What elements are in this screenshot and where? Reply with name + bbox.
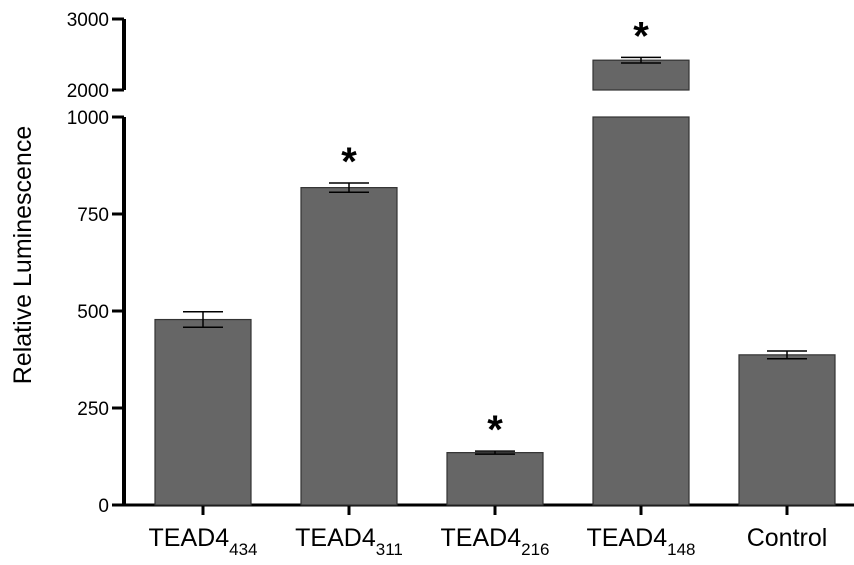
bar-lower-part xyxy=(592,116,690,506)
x-category-label: TEAD4434 xyxy=(149,524,258,559)
y-axis-title: Relative Luminescence xyxy=(9,126,37,384)
y-tick-label: 3000 xyxy=(67,10,109,31)
y-tick-label: 0 xyxy=(98,496,109,517)
y-tick-label: 750 xyxy=(77,205,109,226)
error-bar xyxy=(767,350,807,360)
bar xyxy=(738,354,836,506)
error-bar xyxy=(621,56,661,64)
x-category-label: TEAD4216 xyxy=(441,524,550,559)
y-tick-label: 1000 xyxy=(67,108,109,129)
bar-upper-part xyxy=(592,59,690,91)
y-tick-label: 2000 xyxy=(67,81,109,102)
bar xyxy=(446,452,544,506)
x-category-label: Control xyxy=(747,524,828,552)
bars xyxy=(154,59,836,506)
bar xyxy=(300,187,398,506)
significance-star: * xyxy=(487,408,503,452)
y-tick-label: 500 xyxy=(77,302,109,323)
error-bar xyxy=(183,311,223,329)
significance-star: * xyxy=(633,14,649,58)
significance-star: * xyxy=(341,140,357,184)
y-tick-label: 250 xyxy=(77,399,109,420)
x-category-label: TEAD4311 xyxy=(295,524,403,559)
error-bars xyxy=(183,56,807,455)
x-category-labels: TEAD4434 TEAD4311 TEAD4216 TEAD4148 Control xyxy=(149,524,828,559)
significance-markers: * * * xyxy=(341,14,649,452)
x-category-label: TEAD4148 xyxy=(587,524,696,559)
y-tick-labels: 0 250 500 750 1000 2000 3000 xyxy=(67,10,109,517)
error-bar xyxy=(329,182,369,194)
bar xyxy=(154,318,252,506)
error-bar xyxy=(475,450,515,455)
